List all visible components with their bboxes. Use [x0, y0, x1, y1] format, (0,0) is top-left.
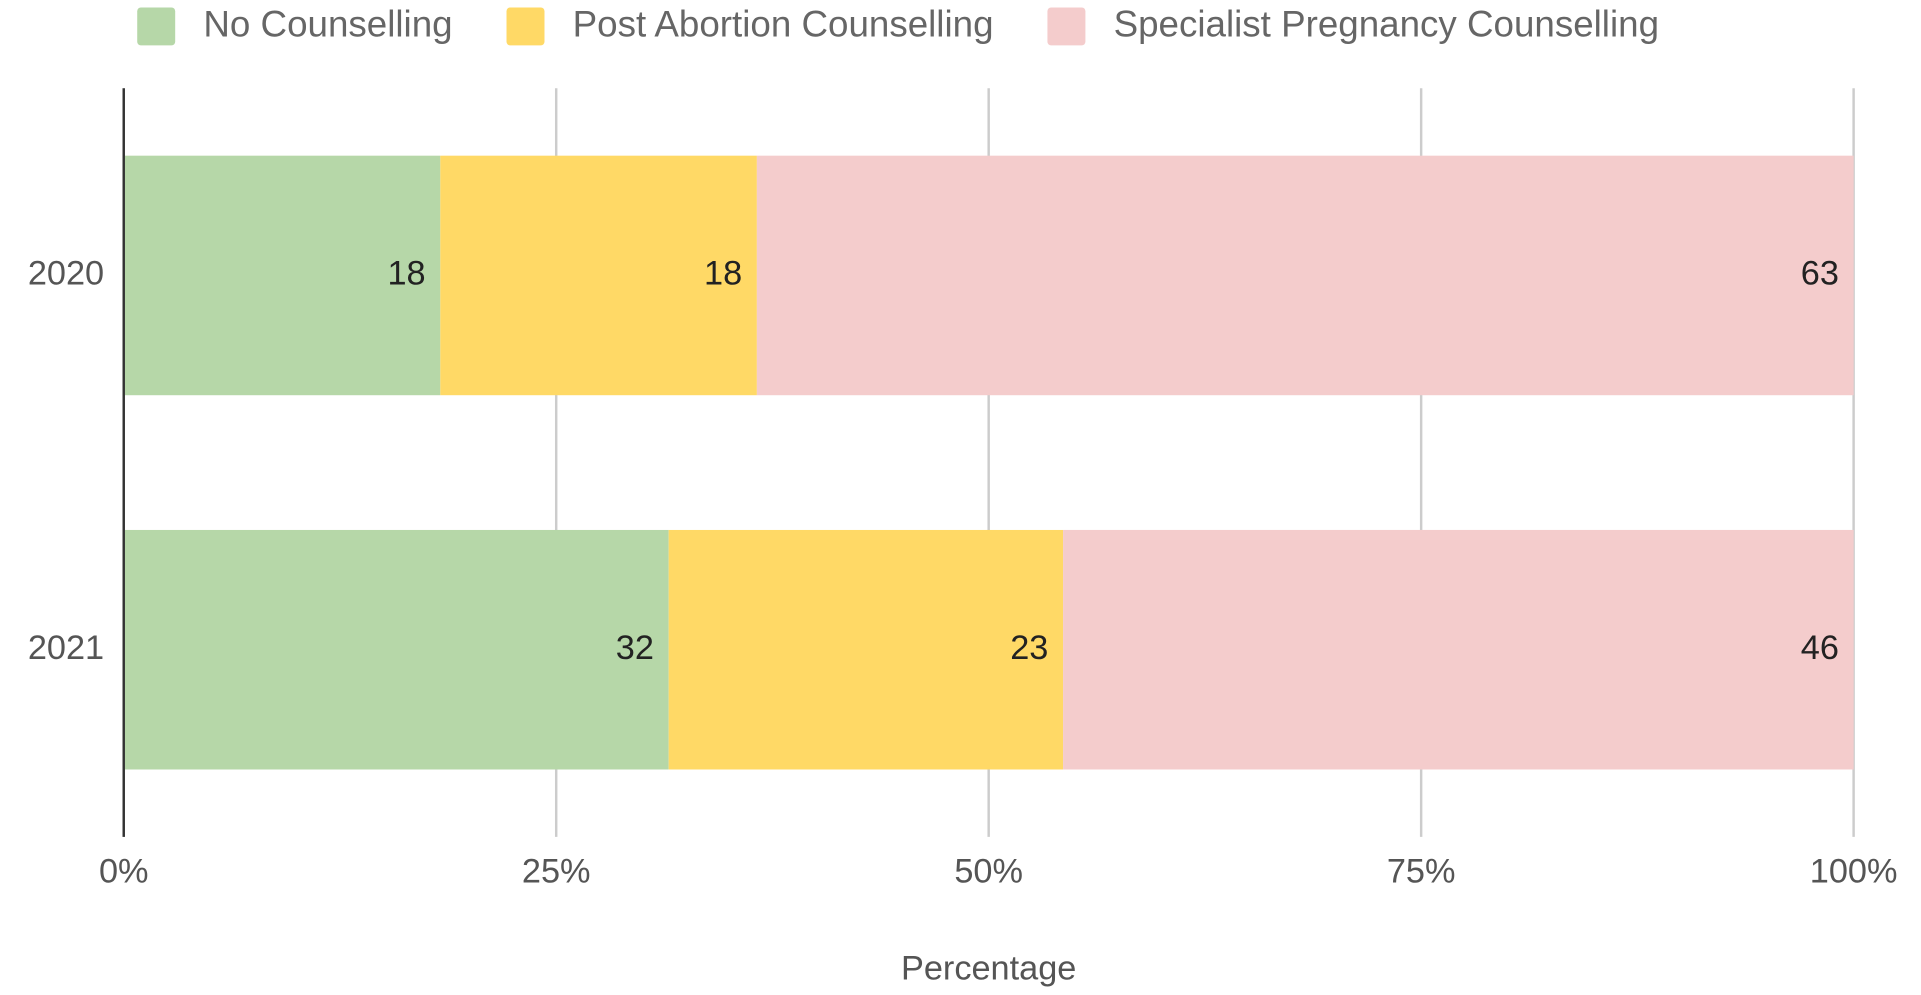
legend-label: Post Abortion Counselling [573, 4, 994, 45]
bar-segment [668, 529, 1064, 770]
data-label: 23 [1010, 629, 1048, 667]
x-tick-label: 75% [1387, 853, 1456, 891]
x-tick-label: 50% [954, 853, 1023, 891]
y-tick-label: 2021 [28, 629, 104, 667]
data-label: 18 [387, 255, 425, 293]
legend-label: Specialist Pregnancy Counselling [1114, 4, 1659, 45]
data-label: 46 [1801, 629, 1839, 667]
x-axis-title: Percentage [901, 949, 1076, 987]
legend-swatch [1047, 7, 1086, 46]
data-label: 63 [1801, 255, 1839, 293]
x-tick-label: 0% [99, 853, 149, 891]
bar-segment [756, 155, 1854, 396]
bar-segment [1063, 529, 1854, 770]
legend-label: No Counselling [203, 4, 452, 45]
y-tick-label: 2020 [28, 255, 104, 293]
data-label: 32 [616, 629, 654, 667]
bar-segment [440, 155, 757, 396]
bar-segment [123, 529, 669, 770]
legend-swatch [506, 7, 545, 46]
x-tick-label: 100% [1810, 853, 1898, 891]
data-label: 18 [704, 255, 742, 293]
legend-swatch [137, 7, 176, 46]
bar-segment [123, 155, 441, 396]
x-tick-label: 25% [522, 853, 591, 891]
